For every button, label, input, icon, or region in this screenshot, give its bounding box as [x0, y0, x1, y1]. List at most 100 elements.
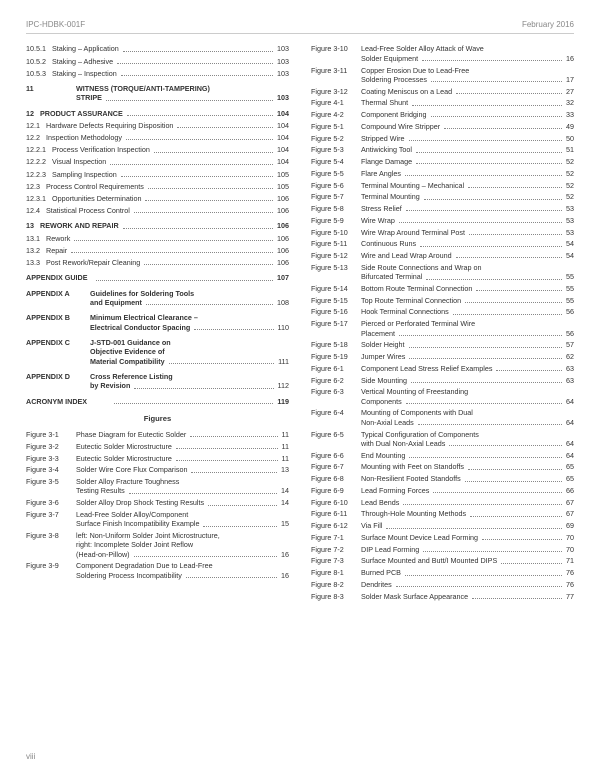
figure-row: Figure 5-17Pierced or Perforated Termina… — [311, 319, 574, 338]
figure-title: Solder Mask Surface Appearance — [361, 592, 470, 601]
toc-title: WITNESS (TORQUE/ANTI-TAMPERING) — [76, 84, 212, 93]
figure-row: Figure 6-12Via Fill69 — [311, 521, 574, 530]
figure-row: Figure 3-11Copper Erosion Due to Lead-Fr… — [311, 66, 574, 85]
leader-dots — [148, 188, 273, 189]
figure-num: Figure 8-3 — [311, 592, 361, 601]
figure-body: Thermal Shunt 32 — [361, 98, 574, 107]
figure-title: left: Non-Uniform Solder Joint Microstru… — [76, 531, 222, 540]
figure-num: Figure 5-12 — [311, 251, 361, 260]
leader-dots — [405, 175, 562, 176]
figure-row: Figure 6-4Mounting of Components with Du… — [311, 408, 574, 427]
figure-num: Figure 5-17 — [311, 319, 361, 328]
toc-row: 13.3Post Rework/Repair Cleaning106 — [26, 258, 289, 267]
toc-page: 105 — [275, 170, 289, 179]
toc-num: 10.5.3 — [26, 69, 52, 78]
toc-page: 104 — [275, 157, 289, 166]
leader-dots — [176, 460, 278, 461]
toc-row: 12PRODUCT ASSURANCE104 — [26, 109, 289, 118]
figure-num: Figure 5-1 — [311, 122, 361, 131]
toc-page: 107 — [275, 273, 289, 282]
figure-title: Surface Finish Incompatibility Example — [76, 519, 201, 528]
figure-title: Thermal Shunt — [361, 98, 410, 107]
figure-num: Figure 8-2 — [311, 580, 361, 589]
toc-title: APPENDIX GUIDE — [26, 273, 94, 282]
figure-title: DIP Lead Forming — [361, 545, 421, 554]
leader-dots — [412, 105, 562, 106]
figure-num: Figure 3-1 — [26, 430, 76, 439]
figure-num: Figure 5-10 — [311, 228, 361, 237]
figure-row: Figure 5-13Side Route Connections and Wr… — [311, 263, 574, 282]
figure-title: Vertical Mounting of Freestanding — [361, 387, 470, 396]
leader-dots — [501, 563, 562, 564]
figure-body: Side Mounting63 — [361, 376, 574, 385]
leader-dots — [186, 577, 277, 578]
leader-dots — [406, 210, 562, 211]
figure-body: Mounting with Feet on Standoffs65 — [361, 462, 574, 471]
toc-page: 54 — [564, 239, 574, 248]
toc-page: 106 — [275, 258, 289, 267]
figure-num: Figure 5-7 — [311, 192, 361, 201]
leader-dots — [405, 575, 562, 576]
appendix-row: APPENDIX CJ-STD-001 Guidance onObjective… — [26, 338, 289, 366]
toc-row: 13.1Rework106 — [26, 234, 289, 243]
figure-title: Dendrites — [361, 580, 394, 589]
figure-body: Compound Wire Stripper49 — [361, 122, 574, 131]
toc-title: Hardware Defects Requiring Disposition — [46, 121, 175, 130]
toc-page: 64 — [564, 451, 574, 460]
toc-page: 52 — [564, 157, 574, 166]
figure-title: Stripped Wire — [361, 134, 407, 143]
toc-page: 55 — [564, 284, 574, 293]
figure-title: Wire Wrap — [361, 216, 397, 225]
leader-dots — [468, 187, 562, 188]
appendix-body: Cross Reference Listingby Revision112 — [90, 372, 289, 391]
toc-row: 12.2Inspection Methodology104 — [26, 133, 289, 142]
toc-num: 12 — [26, 109, 40, 118]
toc-title: Staking – Adhesive — [52, 57, 115, 66]
figure-row: Figure 6-8Non-Resilient Footed Standoffs… — [311, 474, 574, 483]
figure-num: Figure 6-3 — [311, 387, 361, 396]
leader-dots — [418, 424, 562, 425]
leader-dots — [416, 163, 562, 164]
leader-dots — [177, 127, 273, 128]
figure-row: Figure 3-4Solder Wire Core Flux Comparis… — [26, 465, 289, 474]
figure-row: Figure 7-1Surface Mount Device Lead Form… — [311, 533, 574, 542]
figure-body: Solder Mask Surface Appearance77 — [361, 592, 574, 601]
figure-num: Figure 3-9 — [26, 561, 76, 570]
figure-row: Figure 6-1Component Lead Stress Relief E… — [311, 364, 574, 373]
figure-title: Placement — [361, 329, 397, 338]
figure-title: Component Degradation Due to Lead-Free — [76, 561, 215, 570]
leader-dots — [424, 199, 562, 200]
toc-page: 67 — [564, 498, 574, 507]
figure-title: Soldering Process Incompatibility — [76, 571, 184, 580]
figure-title: Typical Configuration of Components — [361, 430, 481, 439]
figure-num: Figure 6-5 — [311, 430, 361, 439]
appendix-body: Guidelines for Soldering Toolsand Equipm… — [90, 289, 289, 308]
figure-row: Figure 5-9Wire Wrap53 — [311, 216, 574, 225]
figure-body: Component Degradation Due to Lead-FreeSo… — [76, 561, 289, 580]
figure-num: Figure 5-5 — [311, 169, 361, 178]
toc-title: Process Verification Inspection — [52, 145, 152, 154]
appendix-title: Guidelines for Soldering Tools — [90, 289, 196, 298]
toc-row: 10.5.3Staking – Inspection103 — [26, 69, 289, 78]
figure-title: Via Fill — [361, 521, 384, 530]
figure-num: Figure 5-4 — [311, 157, 361, 166]
figure-body: Terminal Mounting52 — [361, 192, 574, 201]
leader-dots — [123, 228, 273, 229]
figure-num: Figure 3-8 — [26, 531, 76, 540]
figure-row: Figure 5-18Solder Height57 — [311, 340, 574, 349]
leader-dots — [203, 526, 277, 527]
leader-dots — [423, 551, 562, 552]
figure-title: Solder Height — [361, 340, 407, 349]
appendix-title: Minimum Electrical Clearance – — [90, 313, 200, 322]
figure-row: Figure 6-6End Mounting64 — [311, 451, 574, 460]
toc-title: Staking – Application — [52, 44, 121, 53]
toc-row: 10.5.2Staking – Adhesive103 — [26, 57, 289, 66]
toc-title: Rework — [46, 234, 72, 243]
toc-title: Statistical Process Control — [46, 206, 132, 215]
figure-body: Through-Hole Mounting Methods67 — [361, 509, 574, 518]
figure-body: Side Route Connections and Wrap onBifurc… — [361, 263, 574, 282]
content-columns: 10.5.1Staking – Application10310.5.2Stak… — [26, 44, 574, 603]
toc-page: 32 — [564, 98, 574, 107]
toc-num: 12.2.1 — [26, 145, 52, 154]
toc-row: 12.2.3Sampling Inspection105 — [26, 170, 289, 179]
